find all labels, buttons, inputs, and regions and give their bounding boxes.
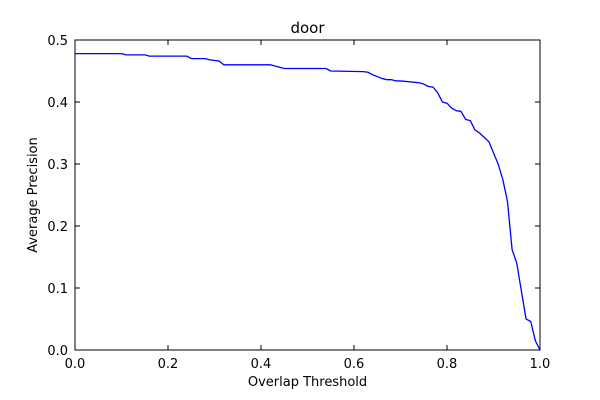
x-tick-label: 0.6 — [344, 357, 365, 372]
y-tick-label: 0.2 — [47, 220, 68, 235]
x-axis-title: Overlap Threshold — [248, 375, 367, 390]
x-tick-label: 0.4 — [251, 357, 272, 372]
x-tick-label: 0.0 — [65, 357, 86, 372]
x-tick-label: 0.8 — [437, 357, 458, 372]
x-axis: 0.0 0.2 0.4 0.6 0.8 1.0 — [65, 40, 551, 372]
chart-title: door — [290, 19, 325, 37]
x-tick-label: 0.2 — [158, 357, 179, 372]
plot-frame — [74, 39, 541, 351]
y-axis: 0.0 0.1 0.2 0.3 0.4 0.5 — [47, 34, 540, 359]
y-tick-label: 0.4 — [47, 96, 68, 111]
y-tick-label: 0.1 — [47, 282, 68, 297]
y-tick-label: 0.3 — [47, 158, 68, 173]
y-axis-title: Average Precision — [26, 137, 41, 253]
y-tick-label: 0.5 — [47, 34, 68, 49]
series-line — [75, 52, 541, 351]
plot-area — [74, 39, 541, 351]
y-tick-label: 0.0 — [47, 344, 68, 359]
x-tick-label: 1.0 — [530, 357, 551, 372]
